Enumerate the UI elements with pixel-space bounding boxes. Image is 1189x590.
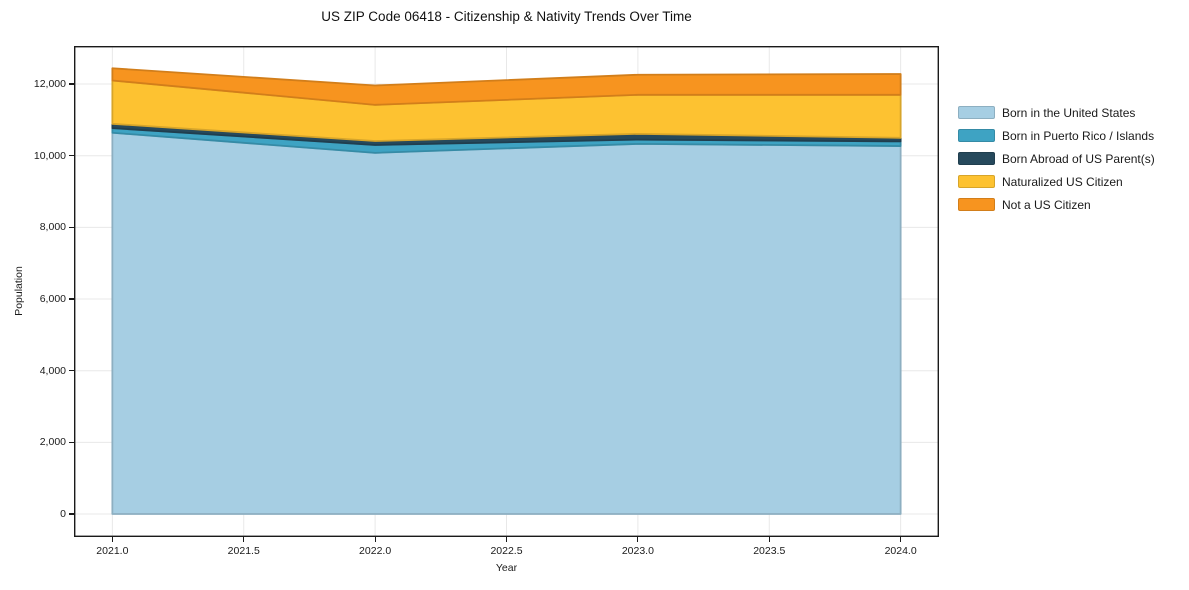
- y-axis-label: Population: [13, 266, 25, 316]
- y-tick-mark: [69, 226, 74, 228]
- x-axis-label: Year: [495, 562, 518, 574]
- legend-swatch-icon: [958, 106, 995, 119]
- area-series-4: [111, 67, 902, 106]
- legend-swatch-icon: [958, 129, 995, 142]
- x-tick-mark: [900, 537, 902, 542]
- legend-label: Not a US Citizen: [1002, 197, 1091, 212]
- legend-item: Born Abroad of US Parent(s): [958, 151, 1155, 166]
- legend-item: Not a US Citizen: [958, 197, 1155, 212]
- y-tick-label: 12,000: [33, 78, 66, 91]
- legend-label: Born Abroad of US Parent(s): [1002, 151, 1155, 166]
- x-tick-label: 2021.0: [96, 545, 129, 557]
- y-tick-label: 2,000: [39, 436, 66, 449]
- y-tick-label: 10,000: [33, 149, 66, 162]
- legend-label: Born in Puerto Rico / Islands: [1002, 128, 1155, 143]
- stacked-area-chart: [74, 46, 939, 537]
- plot-area: [74, 46, 939, 537]
- x-tick-mark: [505, 537, 508, 542]
- x-tick-label: 2023.0: [621, 545, 654, 557]
- legend-swatch-icon: [958, 175, 995, 188]
- legend-item: Naturalized US Citizen: [958, 174, 1155, 189]
- y-tick-mark: [69, 298, 74, 300]
- x-tick-label: 2024.0: [884, 545, 917, 557]
- y-tick-mark: [69, 83, 74, 85]
- legend-swatch-icon: [958, 152, 995, 165]
- y-tick-label: 0: [60, 508, 66, 521]
- y-tick-label: 6,000: [39, 293, 66, 306]
- area-series-0: [111, 131, 902, 515]
- y-tick-mark: [69, 370, 74, 372]
- y-tick-mark: [69, 155, 74, 157]
- x-tick-label: 2022.5: [490, 545, 523, 557]
- y-tick-mark: [69, 441, 74, 443]
- y-tick-label: 8,000: [39, 221, 66, 234]
- x-tick-mark: [768, 537, 770, 542]
- chart-title: US ZIP Code 06418 - Citizenship & Nativi…: [321, 9, 692, 24]
- legend-item: Born in Puerto Rico / Islands: [958, 128, 1155, 143]
- plot-border: [74, 46, 939, 537]
- x-tick-mark: [243, 537, 245, 542]
- y-tick-mark: [69, 513, 74, 515]
- legend-label: Born in the United States: [1002, 105, 1136, 120]
- x-tick-label: 2023.5: [753, 545, 786, 557]
- x-tick-label: 2022.0: [359, 545, 392, 557]
- x-tick-label: 2021.5: [227, 545, 260, 557]
- x-tick-mark: [374, 537, 376, 542]
- legend-label: Naturalized US Citizen: [1002, 174, 1123, 189]
- x-tick-mark: [637, 537, 639, 542]
- legend-swatch-icon: [958, 198, 995, 211]
- legend: Born in the United States Born in Puerto …: [958, 105, 1155, 212]
- y-tick-label: 4,000: [39, 364, 66, 377]
- x-tick-mark: [111, 537, 113, 542]
- legend-item: Born in the United States: [958, 105, 1155, 120]
